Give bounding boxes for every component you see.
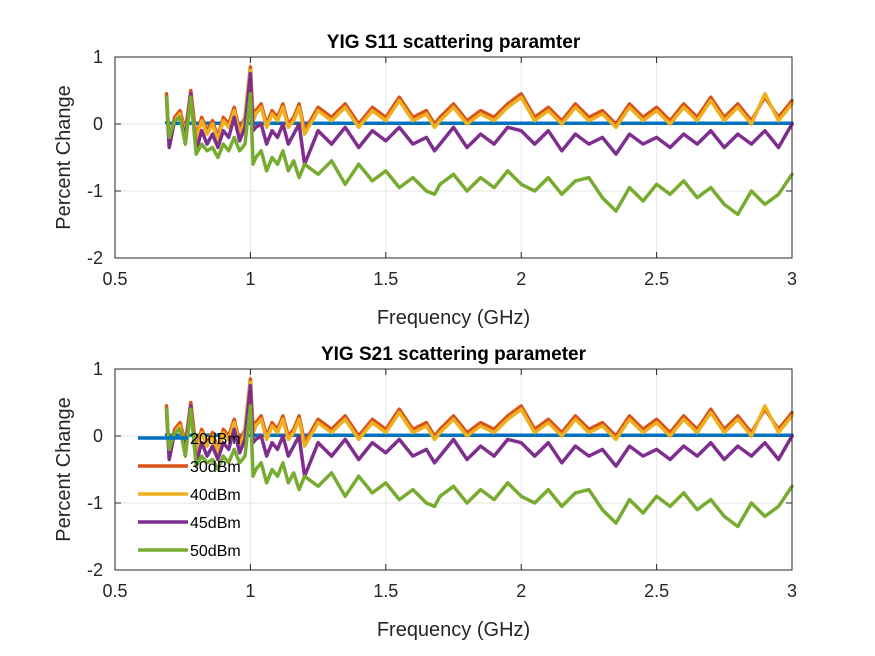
y-axis-label: Percent Change (53, 85, 75, 230)
legend: 20dBm 30dBm 40dBm 45dBm 50dBm (138, 431, 241, 560)
legend-label: 20dBm (190, 431, 241, 448)
x-tick-label: 2.5 (644, 269, 669, 289)
x-tick-label: 3 (787, 581, 797, 601)
chart-title: YIG S11 scattering paramter (327, 32, 581, 53)
y-tick-label: 0 (93, 114, 103, 134)
x-tick-label: 1.5 (373, 269, 398, 289)
y-tick-label: -1 (87, 181, 103, 201)
legend-label: 40dBm (190, 487, 241, 504)
x-tick-label: 2.5 (644, 581, 669, 601)
x-tick-label: 1 (245, 269, 255, 289)
series-line-40dBm (164, 68, 794, 146)
axes-box (114, 368, 793, 571)
x-tick-label: 1 (245, 581, 255, 601)
series-line-50dBm (164, 92, 794, 217)
y-axis-label: Percent Change (53, 397, 75, 542)
y-tick-label: 0 (93, 426, 103, 446)
y-tick-label: -1 (87, 493, 103, 513)
chart-title: YIG S21 scattering parameter (321, 344, 587, 365)
x-tick-label: 0.5 (102, 581, 127, 601)
y-tick-label: -2 (87, 560, 103, 580)
plot-area (115, 369, 792, 570)
axes-box (114, 56, 793, 259)
x-axis-label: Frequency (GHz) (377, 619, 530, 641)
axes-s11: 0.5 1 1.5 2 2.5 3 -2 -1 0 1 YIG S11 scattering par… (53, 32, 797, 329)
x-tick-label: 2 (516, 581, 526, 601)
x-axis-label: Frequency (GHz) (377, 307, 530, 329)
series-line-45dBm (164, 72, 794, 166)
legend-label: 30dBm (190, 459, 241, 476)
legend-label: 45dBm (190, 515, 241, 532)
x-tick-label: 0.5 (102, 269, 127, 289)
series-line-50dBm (164, 404, 794, 529)
x-tick-label: 2 (516, 269, 526, 289)
series-line-40dBm (164, 380, 794, 458)
plot-area (115, 57, 792, 258)
y-tick-label: 1 (93, 359, 103, 379)
y-tick-label: 1 (93, 47, 103, 67)
x-tick-label: 3 (787, 269, 797, 289)
series-line-45dBm (164, 384, 794, 478)
legend-label: 50dBm (190, 543, 241, 560)
x-tick-label: 1.5 (373, 581, 398, 601)
y-tick-label: -2 (87, 248, 103, 268)
axes-s21: 0.5 1 1.5 2 2.5 3 -2 -1 0 1 YIG S21 scattering par… (53, 344, 797, 641)
